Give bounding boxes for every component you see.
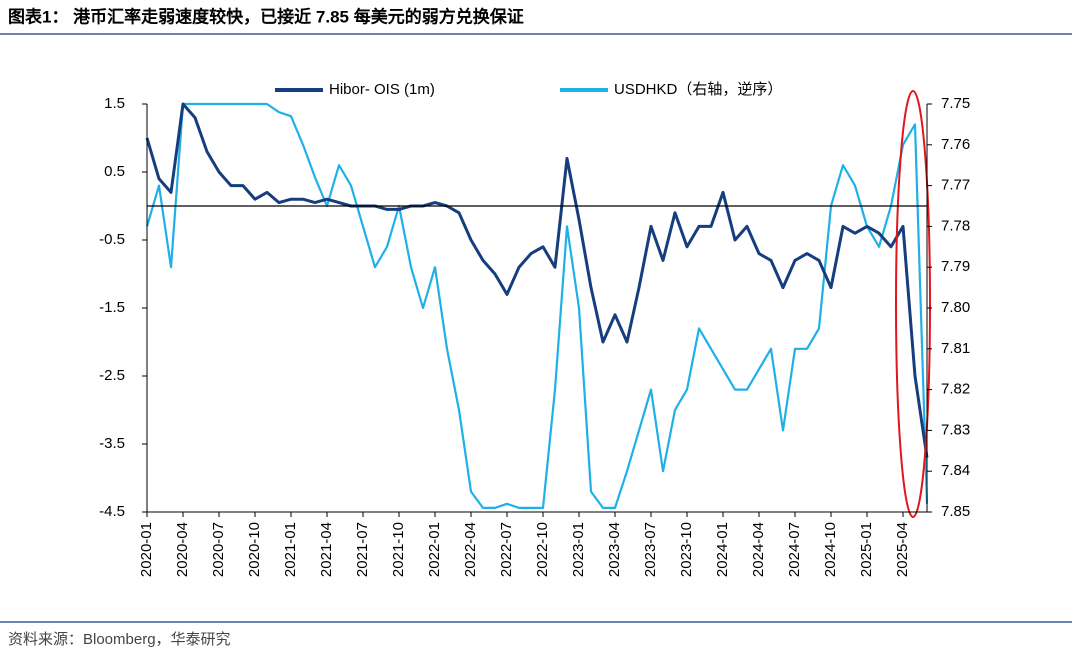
y2-tick-label: 7.80 bbox=[941, 299, 970, 316]
x-tick-label: 2023-01 bbox=[570, 522, 587, 577]
legend-label: USDHKD（右轴，逆序） bbox=[614, 81, 782, 98]
x-tick-label: 2024-10 bbox=[822, 522, 839, 577]
y2-tick-label: 7.77 bbox=[941, 177, 970, 194]
series-line bbox=[145, 102, 929, 458]
y-tick-label: -2.5 bbox=[99, 367, 125, 384]
y2-tick-label: 7.84 bbox=[941, 462, 970, 479]
y2-tick-label: 7.78 bbox=[941, 217, 970, 234]
x-tick-label: 2020-07 bbox=[210, 522, 227, 577]
page-title: 图表1： 港币汇率走弱速度较快，已接近 7.85 每美元的弱方兑换保证 bbox=[8, 6, 524, 26]
x-tick-label: 2022-07 bbox=[498, 522, 515, 577]
x-tick-label: 2025-01 bbox=[858, 522, 875, 577]
x-tick-label: 2023-10 bbox=[678, 522, 695, 577]
x-tick-label: 2021-10 bbox=[390, 522, 407, 577]
y2-tick-label: 7.82 bbox=[941, 381, 970, 398]
y-tick-label: 1.5 bbox=[104, 95, 125, 112]
x-tick-label: 2024-04 bbox=[750, 522, 767, 577]
x-tick-label: 2023-04 bbox=[606, 522, 623, 577]
y2-tick-label: 7.81 bbox=[941, 340, 970, 357]
y2-tick-label: 7.79 bbox=[941, 258, 970, 275]
x-tick-label: 2020-01 bbox=[138, 522, 155, 577]
y-tick-label: -3.5 bbox=[99, 435, 125, 452]
y2-tick-label: 7.76 bbox=[941, 136, 970, 153]
x-tick-label: 2023-07 bbox=[642, 522, 659, 577]
highlight-ellipse bbox=[895, 90, 931, 518]
x-tick-label: 2022-01 bbox=[426, 522, 443, 577]
legend-label: Hibor- OIS (1m) bbox=[329, 81, 435, 98]
x-tick-label: 2020-04 bbox=[174, 522, 191, 577]
y2-tick-label: 7.75 bbox=[941, 95, 970, 112]
x-tick-label: 2024-01 bbox=[714, 522, 731, 577]
y-tick-label: 0.5 bbox=[104, 163, 125, 180]
x-tick-label: 2021-01 bbox=[282, 522, 299, 577]
x-tick-label: 2025-04 bbox=[894, 522, 911, 577]
x-tick-label: 2020-10 bbox=[246, 522, 263, 577]
x-tick-label: 2021-07 bbox=[354, 522, 371, 577]
y-tick-label: -1.5 bbox=[99, 299, 125, 316]
y2-tick-label: 7.85 bbox=[941, 503, 970, 520]
y2-tick-label: 7.83 bbox=[941, 421, 970, 438]
x-tick-label: 2024-07 bbox=[786, 522, 803, 577]
x-tick-label: 2022-04 bbox=[462, 522, 479, 577]
x-tick-label: 2022-10 bbox=[534, 522, 551, 577]
y-tick-label: -0.5 bbox=[99, 231, 125, 248]
source-note: 资料来源：Bloomberg，华泰研究 bbox=[8, 631, 231, 648]
y-tick-label: -4.5 bbox=[99, 503, 125, 520]
series-line bbox=[145, 102, 929, 509]
x-tick-label: 2021-04 bbox=[318, 522, 335, 577]
